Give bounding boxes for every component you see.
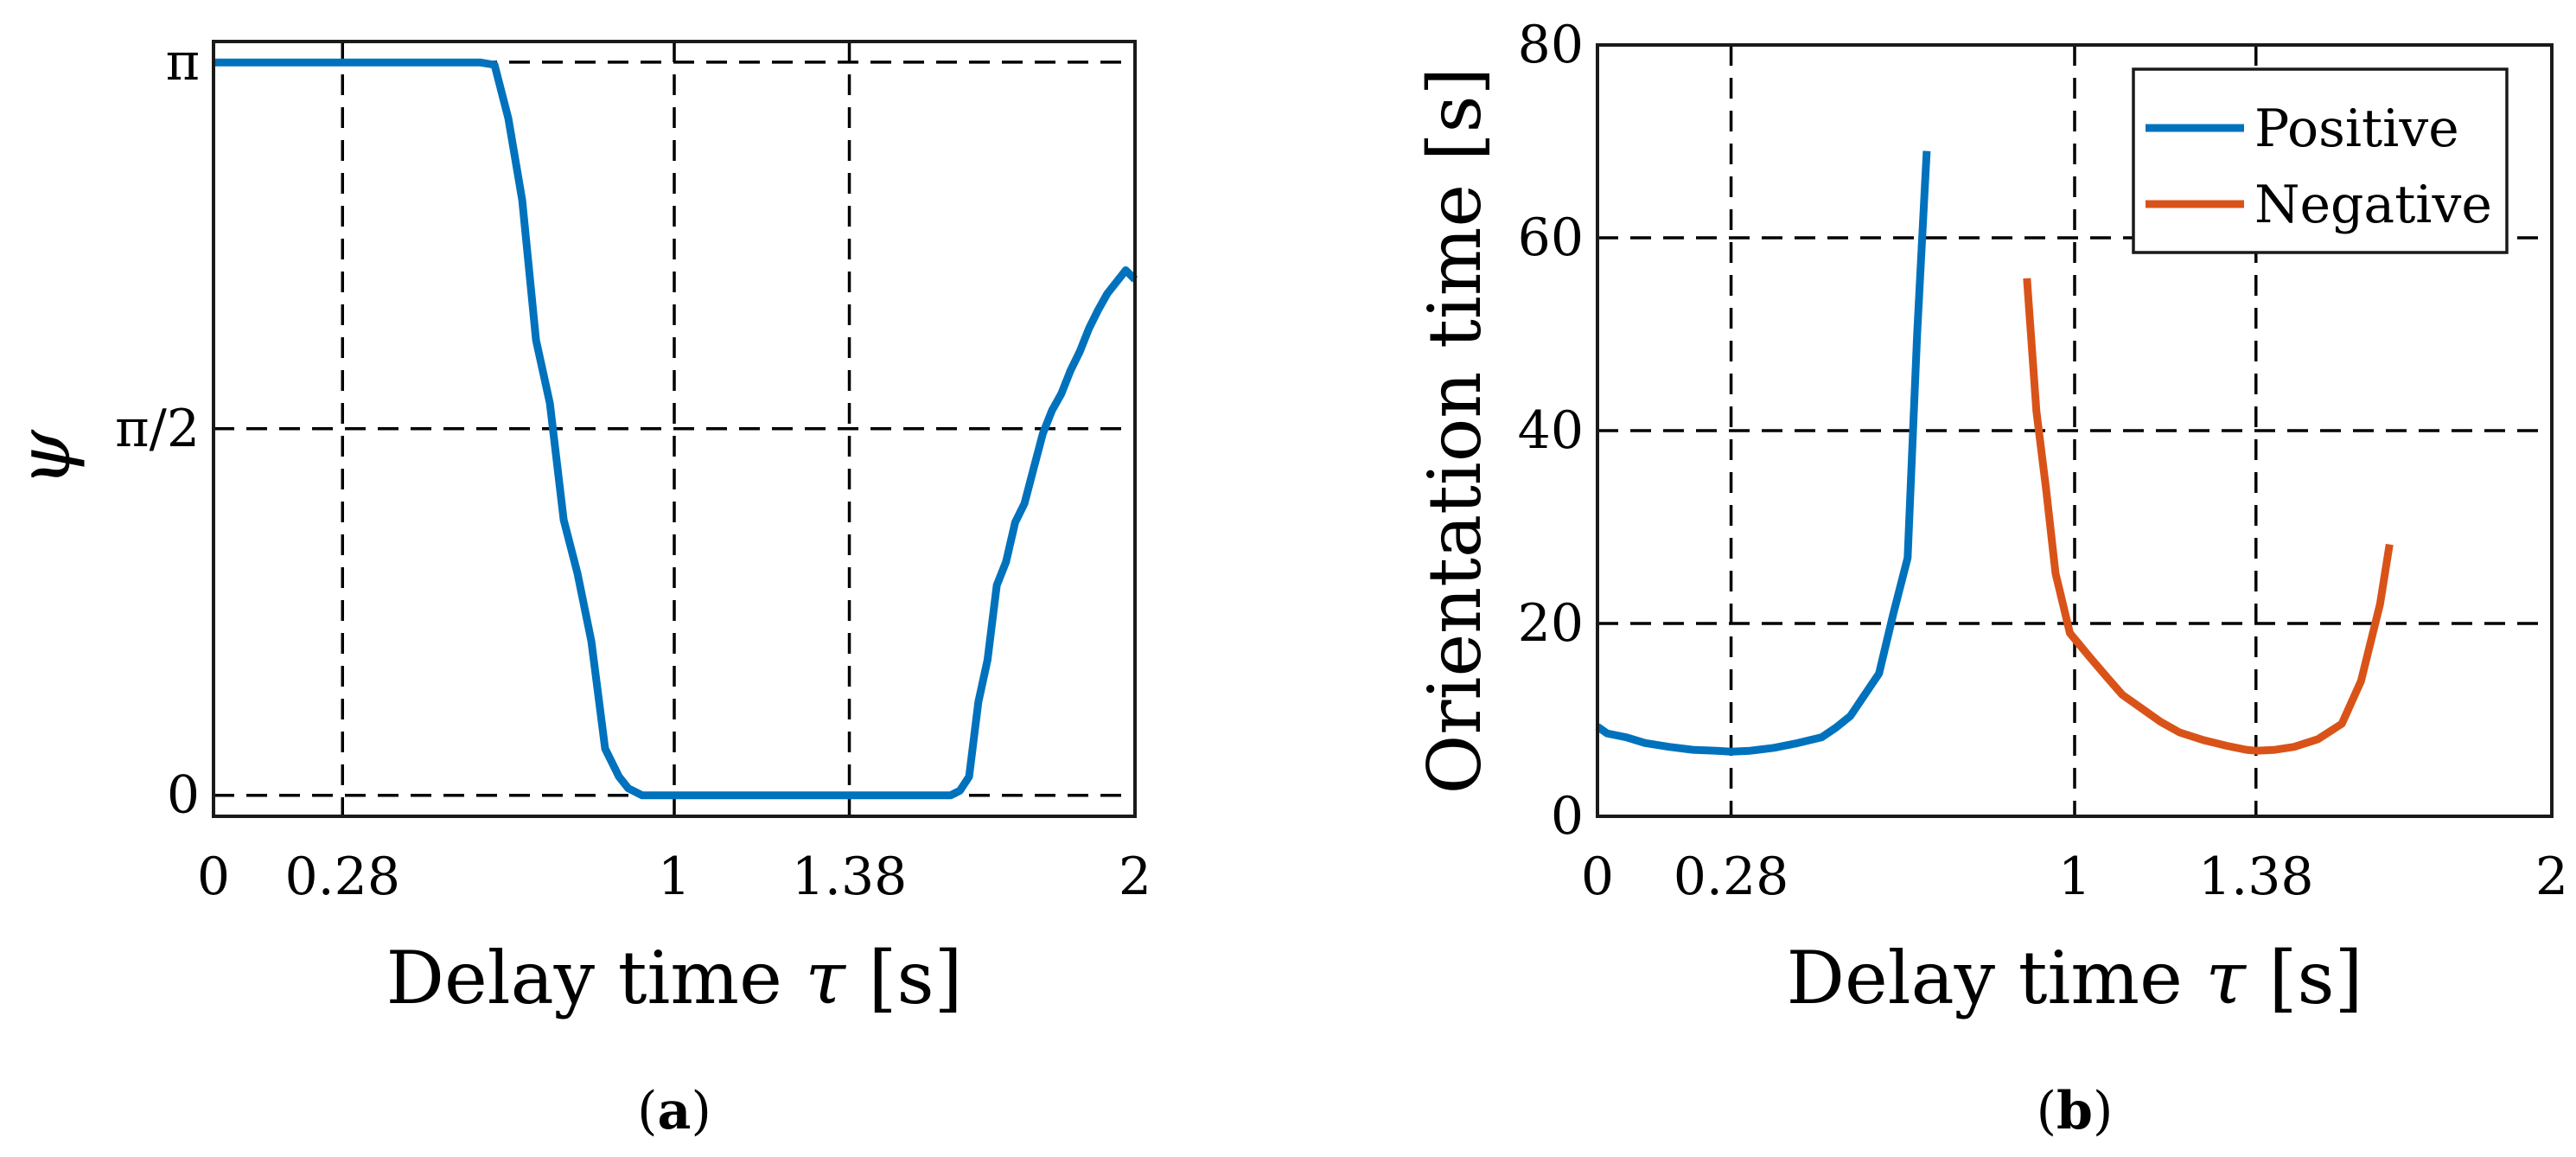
chart-a-series <box>214 58 1138 800</box>
chart-b-legend: Positive Negative <box>2132 67 2509 254</box>
chart-b-x-tick-label: 0 <box>1581 847 1614 907</box>
chart-a-x-tick-label: 0.28 <box>284 847 400 907</box>
chart-a-x-tick-label: 1 <box>658 847 691 907</box>
chart-b-axes-frame <box>1596 43 2554 818</box>
chart-a-x-tick-label: 0 <box>197 847 230 907</box>
chart-b: 0 0.28 1 1.38 2 0 20 40 60 80 Delay time τ [s] O… <box>1412 15 2568 1141</box>
chart-b-y-tick-labels: 0 20 40 60 80 <box>1518 15 1584 847</box>
chart-a: 0 0.28 1 1.38 2 0 π/2 π Delay time τ [s] ψ (a) <box>2 32 1151 1141</box>
chart-b-y-axis-label: Orientation time [s] <box>1412 67 1497 795</box>
caption-a: (a) <box>637 1081 711 1141</box>
chart-a-y-tick-label: π <box>166 32 200 93</box>
chart-a-x-axis-label: Delay time τ [s] <box>386 936 963 1020</box>
chart-a-y-axis-label: ψ <box>2 429 86 487</box>
chart-b-series <box>1595 150 2394 756</box>
chart-b-x-tick-label: 2 <box>2535 847 2568 907</box>
chart-b-y-tick-label: 60 <box>1518 208 1584 268</box>
chart-a-x-tick-label: 2 <box>1119 847 1151 907</box>
chart-b-x-tick-labels: 0 0.28 1 1.38 2 <box>1581 847 2568 907</box>
chart-b-x-axis-label: Delay time τ [s] <box>1787 936 2363 1020</box>
chart-a-y-tick-label: 0 <box>167 765 200 826</box>
legend-label-positive: Positive <box>2254 99 2459 159</box>
chart-b-y-tick-label: 80 <box>1518 15 1584 75</box>
chart-a-axes-frame <box>212 40 1137 818</box>
chart-a-x-tick-labels: 0 0.28 1 1.38 2 <box>197 847 1151 907</box>
chart-b-series-line-positive <box>1595 150 1931 756</box>
chart-b-series-line-negative <box>2023 278 2394 755</box>
chart-a-y-tick-labels: 0 π/2 π <box>115 32 200 826</box>
chart-b-x-tick-label: 1.38 <box>2198 847 2314 907</box>
chart-b-y-tick-label: 40 <box>1518 400 1584 461</box>
chart-b-x-tick-label: 1 <box>2058 847 2091 907</box>
chart-a-series-line-- <box>214 58 1138 800</box>
chart-a-x-tick-label: 1.38 <box>792 847 908 907</box>
chart-a-grid <box>214 42 1135 816</box>
chart-b-y-tick-label: 0 <box>1551 786 1584 847</box>
legend-label-negative: Negative <box>2254 175 2492 235</box>
legend-box <box>2132 67 2509 254</box>
caption-b: (b) <box>2037 1081 2114 1141</box>
chart-a-y-tick-label: π/2 <box>115 399 200 459</box>
chart-b-y-tick-label: 20 <box>1518 593 1584 654</box>
chart-b-x-tick-label: 0.28 <box>1674 847 1789 907</box>
